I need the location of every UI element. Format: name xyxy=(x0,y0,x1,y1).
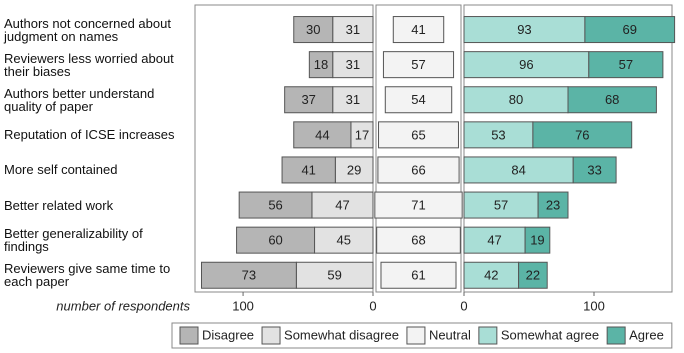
bar xyxy=(332,16,374,44)
bar xyxy=(238,191,313,219)
value-label: 44 xyxy=(315,127,329,142)
value-label: 42 xyxy=(484,268,498,283)
bar xyxy=(293,121,352,149)
value-label: 41 xyxy=(411,22,425,37)
value-label: 61 xyxy=(411,268,425,283)
value-label: 60 xyxy=(268,233,282,248)
value-label: 30 xyxy=(306,22,320,37)
bar xyxy=(463,51,590,79)
value-label: 93 xyxy=(517,22,531,37)
bar xyxy=(584,16,676,44)
bar xyxy=(463,261,520,289)
category-label: Authors better understand quality of pap… xyxy=(4,85,155,114)
bar xyxy=(518,261,548,289)
value-label: 45 xyxy=(337,233,351,248)
x-tick-label: 100 xyxy=(583,298,605,313)
value-label: 73 xyxy=(242,268,256,283)
value-label: 41 xyxy=(301,162,315,177)
value-label: 22 xyxy=(526,268,540,283)
bar xyxy=(378,121,459,149)
value-label: 31 xyxy=(346,92,360,107)
legend-label: Somewhat disagree xyxy=(284,327,399,342)
value-label: 33 xyxy=(587,162,601,177)
bar xyxy=(376,226,461,254)
value-label: 53 xyxy=(491,127,505,142)
legend-label: Agree xyxy=(629,327,664,342)
value-label: 84 xyxy=(511,162,525,177)
bar xyxy=(377,156,460,184)
bar xyxy=(200,261,297,289)
bar xyxy=(537,191,569,219)
value-label: 56 xyxy=(268,197,282,212)
category-label: Reviewers give same time to each paper xyxy=(4,261,171,290)
x-tick-label: 0 xyxy=(369,298,376,313)
value-label: 54 xyxy=(411,92,425,107)
value-label: 80 xyxy=(509,92,523,107)
value-label: 47 xyxy=(335,197,349,212)
legend-swatch xyxy=(261,326,281,345)
legend-label: Neutral xyxy=(429,327,471,342)
bar xyxy=(524,226,551,254)
bar xyxy=(392,16,445,44)
value-label: 29 xyxy=(347,162,361,177)
value-label: 47 xyxy=(487,233,501,248)
category-label: Better related work xyxy=(4,197,114,213)
value-label: 68 xyxy=(605,92,619,107)
bar xyxy=(281,156,336,184)
bar xyxy=(532,121,633,149)
value-label: 23 xyxy=(546,197,560,212)
category-label: Better generalizability of findings xyxy=(4,226,143,255)
bar xyxy=(374,191,463,219)
legend-swatch xyxy=(478,326,498,345)
bar xyxy=(284,86,334,114)
bar xyxy=(380,261,457,289)
value-label: 68 xyxy=(411,233,425,248)
bar xyxy=(332,86,374,114)
value-label: 37 xyxy=(301,92,315,107)
bar xyxy=(463,191,539,219)
legend-swatch xyxy=(606,326,626,345)
bar xyxy=(332,51,374,79)
legend-label: Somewhat agree xyxy=(501,327,599,342)
value-label: 96 xyxy=(519,57,533,72)
bar xyxy=(384,86,453,114)
bar xyxy=(588,51,664,79)
bar xyxy=(314,226,374,254)
value-label: 57 xyxy=(494,197,508,212)
value-label: 76 xyxy=(575,127,589,142)
value-label: 57 xyxy=(619,57,633,72)
bar xyxy=(308,51,334,79)
category-label: More self contained xyxy=(4,162,118,178)
value-label: 31 xyxy=(346,57,360,72)
bar xyxy=(567,86,657,114)
legend-label: Disagree xyxy=(202,327,254,342)
value-label: 57 xyxy=(411,57,425,72)
x-tick-label: 0 xyxy=(460,298,467,313)
bar xyxy=(382,51,455,79)
value-label: 71 xyxy=(411,197,425,212)
value-label: 66 xyxy=(411,162,425,177)
x-tick-label: 100 xyxy=(232,298,254,313)
value-label: 31 xyxy=(346,22,360,37)
category-label: Reputation of ICSE increases xyxy=(4,127,175,143)
bar xyxy=(463,16,586,44)
category-label: Reviewers less worried about their biase… xyxy=(4,50,174,79)
value-label: 69 xyxy=(623,22,637,37)
value-label: 18 xyxy=(314,57,328,72)
x-axis-label: number of respondents xyxy=(56,298,190,313)
bar xyxy=(236,226,316,254)
bar xyxy=(572,156,617,184)
bar xyxy=(293,16,334,44)
bar xyxy=(295,261,374,289)
legend-swatch xyxy=(179,326,199,345)
value-label: 59 xyxy=(327,268,341,283)
bar xyxy=(463,226,526,254)
value-label: 19 xyxy=(530,233,544,248)
category-label: Authors not concerned about judgment on … xyxy=(4,15,171,44)
value-label: 65 xyxy=(411,127,425,142)
legend-swatch xyxy=(406,326,426,345)
value-label: 17 xyxy=(355,127,369,142)
